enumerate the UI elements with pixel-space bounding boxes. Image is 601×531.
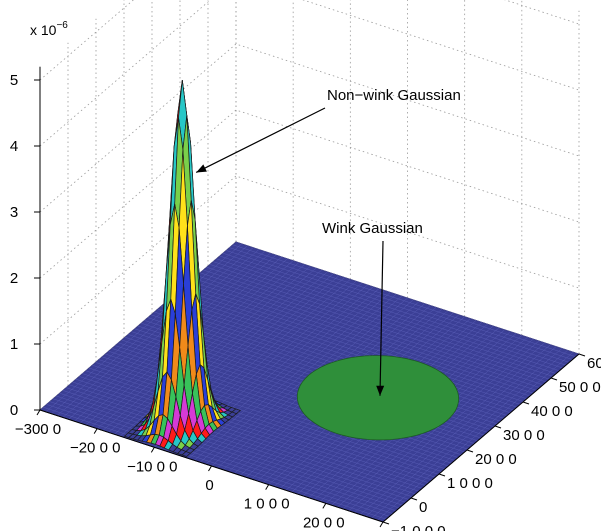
annotations: Non−wink Gaussian Wink Gaussian (195, 87, 461, 396)
y-tick-label: 0 (419, 499, 427, 516)
tick-labels: −300 0 −20 0 0 −10 0 0 0 1 0 0 0 20 0 0 30 0 0… (10, 72, 601, 531)
x-tick-mark (150, 447, 155, 453)
non-wink-gaussian-arrowhead (196, 164, 207, 173)
x-tick-label: 0 (205, 477, 213, 494)
y-tick-mark (578, 353, 586, 357)
floor-mesh-line (213, 261, 557, 374)
z-tick-label: 5 (10, 72, 18, 89)
y-tick-mark (550, 377, 558, 381)
y-tick-label: 1 0 0 0 (447, 475, 493, 492)
non-wink-gaussian-peak (123, 80, 241, 457)
grid-line (39, 109, 580, 279)
y-tick-label: −1 0 0 0 (391, 523, 446, 531)
floor-mesh-line (235, 241, 580, 355)
y-tick-label: 40 0 0 (531, 403, 573, 420)
z-tick-label: 0 (10, 402, 18, 419)
z-exponent-label: x 10−6 (30, 20, 68, 38)
non-wink-gaussian-label: Non−wink Gaussian (327, 87, 461, 104)
grid-line (39, 175, 580, 345)
x-tick-mark (208, 465, 212, 472)
y-tick-label: 30 0 0 (503, 427, 545, 444)
y-tick-mark (410, 497, 418, 501)
x-tick-mark (36, 409, 41, 416)
floor-mesh-line (226, 250, 570, 363)
x-tick-label: −10 0 0 (127, 458, 177, 475)
peak-mesh-face (181, 451, 192, 457)
floor-mesh-line (359, 346, 557, 515)
floor-mesh-line (206, 266, 550, 380)
floor-mesh-line (216, 258, 560, 372)
y-tick-label: 50 0 0 (559, 379, 601, 396)
z-tick-label: 3 (10, 204, 18, 221)
grid-line (39, 0, 580, 81)
floor-mesh-line (232, 244, 576, 358)
x-tick-mark (93, 428, 98, 434)
z-tick-label: 2 (10, 270, 18, 287)
y-tick-label: 20 0 0 (475, 451, 517, 468)
x-tick-label: −300 0 (15, 421, 61, 438)
y-tick-mark (438, 473, 446, 477)
x-tick-label: 20 0 0 (303, 514, 345, 531)
y-tick-label: 60 0 0 (587, 355, 601, 372)
wink-gaussian-arrow (379, 240, 384, 396)
z-tick-label: 4 (10, 138, 18, 155)
floor-mesh-line (365, 348, 562, 517)
floor-mesh-line (203, 269, 547, 383)
x-tick-mark (322, 503, 327, 509)
z-tick-label: 1 (10, 336, 18, 353)
grid-line (39, 43, 580, 213)
grid-line (39, 0, 580, 147)
z-exponent-prefix: x 10 (30, 22, 57, 38)
y-tick-mark (522, 401, 530, 405)
floor-mesh-line (377, 351, 574, 521)
axis-line (382, 353, 580, 523)
y-tick-mark (494, 425, 502, 429)
wink-gaussian-region (296, 355, 460, 441)
wink-gaussian-arrowhead (376, 385, 385, 396)
wink-gaussian-label: Wink Gaussian (322, 220, 423, 237)
y-tick-mark (466, 449, 474, 453)
x-tick-mark (265, 484, 270, 490)
x-tick-label: −20 0 0 (70, 440, 120, 457)
x-tick-mark (379, 521, 384, 528)
y-tick-mark (382, 521, 390, 525)
non-wink-gaussian-arrow (195, 107, 326, 174)
floor-mesh-line (219, 255, 563, 369)
wink-gaussian-surface (296, 355, 460, 441)
floor-mesh-line (371, 350, 568, 519)
x-tick-label: 1 0 0 0 (244, 496, 290, 513)
z-exponent-power: −6 (56, 20, 68, 31)
floor-mesh-line (222, 252, 567, 366)
floor-mesh-line (348, 342, 545, 511)
floor-mesh-line (354, 344, 551, 513)
floor-mesh-line (229, 247, 573, 360)
